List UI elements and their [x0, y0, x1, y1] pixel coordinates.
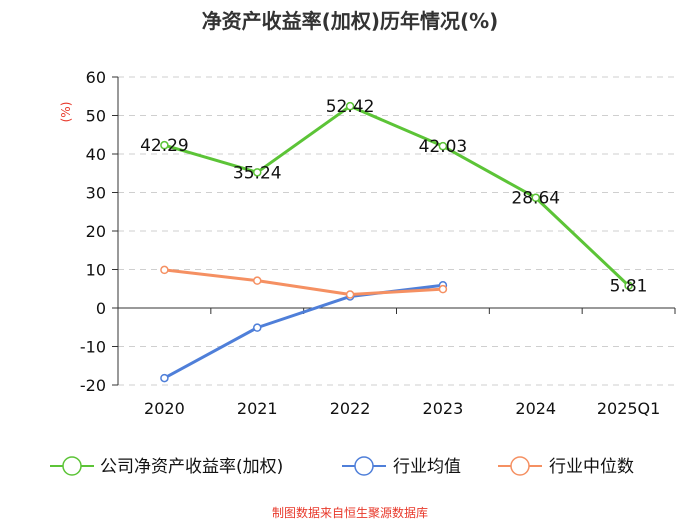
series-2-point-2023[interactable] — [438, 284, 448, 294]
series-2-point-2021[interactable] — [253, 276, 262, 285]
y-tick-label: 0 — [96, 299, 106, 318]
x-tick-label-2025Q1: 2025Q1 — [597, 399, 661, 418]
data-label-2022: 52.42 — [326, 97, 375, 117]
series-0-point-2020[interactable] — [160, 140, 169, 150]
y-tick-label: 10 — [86, 261, 106, 280]
y-tick-label: -10 — [80, 338, 106, 357]
data-label-layer: 42.29 35.24 52.42 42.03 28.64 5.81 — [140, 97, 647, 296]
data-label-2024: 28.64 — [511, 189, 560, 209]
x-tick-label-2024: 2024 — [515, 399, 556, 418]
y-tick-label: -20 — [80, 376, 106, 395]
x-tick-label-2023: 2023 — [423, 399, 464, 418]
series-2-point-2022[interactable] — [345, 290, 355, 299]
series-1-point-2021[interactable] — [253, 323, 262, 332]
series-0-point-2021[interactable] — [253, 168, 262, 177]
series-1-point-2020[interactable] — [160, 373, 169, 383]
grid-layer — [118, 76, 675, 386]
series-2-point-2020[interactable] — [160, 265, 169, 275]
y-tick-label: 50 — [86, 107, 106, 126]
data-label-2023: 42.03 — [419, 137, 468, 157]
series-0-point-2024[interactable] — [531, 193, 540, 202]
legend-label: 公司净资产收益率(加权) — [100, 457, 283, 477]
series-line-0 — [163, 104, 630, 287]
legend[interactable]: 公司净资产收益率(加权) 行业均值 行业中位数 — [50, 456, 634, 477]
y-tick-label: 20 — [86, 222, 106, 241]
y-tick-label: 30 — [86, 184, 106, 203]
series-0-point-2025Q1[interactable] — [624, 281, 633, 290]
data-label-2025Q1: 5.81 — [610, 277, 648, 297]
x-tick-label-2022: 2022 — [330, 399, 371, 418]
legend-item-2[interactable]: 行业中位数 — [498, 456, 634, 477]
y-tick-label: 40 — [86, 145, 106, 164]
legend-item-1[interactable]: 行业均值 — [342, 456, 461, 477]
y-axis-unit-label: (%) — [59, 102, 73, 123]
x-tick-label-2021: 2021 — [237, 399, 278, 418]
data-label-2021: 35.24 — [233, 163, 282, 183]
legend-swatch-marker — [62, 456, 82, 476]
series-0-point-2022[interactable] — [345, 101, 355, 111]
series-0-point-2023[interactable] — [438, 141, 448, 151]
series-line-2 — [164, 268, 444, 297]
source-footnote: 制图数据来自恒生聚源数据库 — [272, 505, 428, 520]
x-tick-label-2020: 2020 — [144, 399, 185, 418]
legend-swatch-marker — [510, 456, 530, 476]
legend-swatch-marker — [354, 456, 374, 476]
chart-title: 净资产收益率(加权)历年情况(%) — [202, 9, 499, 33]
series-layer — [160, 101, 633, 383]
series-line-1 — [163, 283, 444, 380]
axis-layer: 60 50 40 30 20 10 0 -10 -20 2020 2021 2022 2023 2024 2… — [80, 68, 676, 418]
legend-label: 行业中位数 — [549, 457, 634, 477]
data-label-2020: 42.29 — [140, 136, 189, 156]
y-tick-label: 60 — [86, 68, 106, 87]
legend-item-0[interactable]: 公司净资产收益率(加权) — [50, 456, 283, 477]
legend-label: 行业均值 — [393, 457, 461, 477]
